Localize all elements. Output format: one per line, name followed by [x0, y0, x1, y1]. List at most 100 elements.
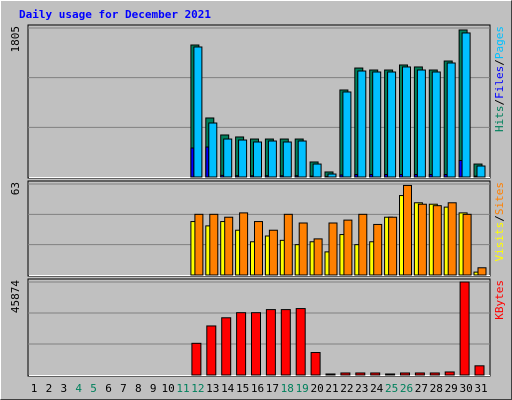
- bar: [194, 213, 204, 276]
- legend-entry: Sites: [493, 182, 506, 215]
- bar: [223, 138, 233, 178]
- bar: [476, 165, 486, 178]
- x-tick-label: 10: [161, 382, 174, 395]
- x-tick-label: 11: [176, 382, 189, 395]
- bar: [191, 342, 202, 376]
- bar: [372, 71, 382, 178]
- bar: [444, 371, 455, 376]
- bar: [283, 213, 293, 276]
- x-tick-label: 15: [236, 382, 249, 395]
- bar: [253, 141, 262, 178]
- x-tick-label: 22: [340, 382, 353, 395]
- x-tick-label: 9: [150, 382, 157, 395]
- bar: [446, 62, 456, 178]
- bar: [297, 140, 307, 178]
- bar: [477, 267, 487, 276]
- x-tick-label: 27: [415, 382, 428, 395]
- x-tick-label: 5: [90, 382, 97, 395]
- bar: [387, 71, 397, 178]
- bar: [429, 372, 440, 376]
- x-tick-label: 23: [355, 382, 368, 395]
- bar: [414, 372, 425, 376]
- bar: [388, 216, 398, 276]
- x-tick-label: 2: [46, 382, 53, 395]
- y-tick-label: 63: [9, 182, 22, 195]
- bar: [461, 32, 471, 178]
- bar: [312, 163, 322, 178]
- bar: [265, 309, 276, 376]
- bar: [462, 213, 472, 276]
- bar: [224, 216, 234, 276]
- bar: [206, 325, 217, 376]
- bar: [474, 365, 485, 376]
- bar: [327, 173, 337, 178]
- legend-entry: Files: [493, 66, 506, 99]
- legend-entry: KBytes: [493, 280, 506, 320]
- bar: [325, 373, 336, 376]
- legend-entry: Pages: [493, 26, 506, 59]
- bar: [238, 139, 248, 178]
- x-tick-label: 16: [251, 382, 264, 395]
- bar: [357, 70, 367, 178]
- x-tick-label: 7: [120, 382, 127, 395]
- bar: [416, 69, 426, 178]
- x-tick-label: 1: [31, 382, 38, 395]
- x-tick-label: 24: [370, 382, 384, 395]
- bar: [280, 309, 291, 376]
- x-tick-label: 19: [296, 382, 309, 395]
- bar: [298, 222, 308, 276]
- bar: [355, 372, 366, 376]
- chart-title: Daily usage for December 2021: [19, 8, 211, 21]
- x-tick-label: 21: [325, 382, 338, 395]
- bar: [342, 91, 352, 178]
- bar: [402, 66, 411, 178]
- x-tick-label: 3: [60, 382, 67, 395]
- bar: [268, 229, 278, 276]
- legend-separator: /: [493, 99, 506, 106]
- legend-entry: Hits: [493, 106, 506, 133]
- x-tick-label: 31: [474, 382, 487, 395]
- bar: [447, 202, 457, 276]
- bar: [208, 122, 218, 178]
- bar: [358, 213, 368, 276]
- bar: [417, 203, 427, 276]
- x-tick-label: 18: [281, 382, 294, 395]
- bar: [209, 213, 219, 276]
- bar: [221, 317, 232, 376]
- y-tick-label: 45874: [9, 280, 22, 313]
- bar: [295, 308, 306, 376]
- bar: [236, 312, 247, 376]
- bar: [193, 46, 203, 178]
- x-tick-label: 26: [400, 382, 413, 395]
- x-tick-label: 17: [266, 382, 279, 395]
- x-tick-label: 28: [430, 382, 443, 395]
- bar: [340, 372, 351, 376]
- x-tick-label: 14: [221, 382, 235, 395]
- bar: [403, 184, 412, 276]
- legend-entry: Visits: [493, 222, 506, 262]
- bar: [459, 281, 470, 376]
- bar: [310, 352, 321, 376]
- bar: [343, 219, 353, 276]
- x-tick-label: 29: [445, 382, 458, 395]
- x-tick-label: 13: [206, 382, 219, 395]
- bar: [373, 223, 383, 276]
- bar: [400, 372, 410, 376]
- bar: [251, 312, 261, 376]
- bar: [385, 373, 396, 376]
- legend: Hits/Files/Pages: [493, 26, 506, 132]
- bar: [239, 212, 249, 276]
- bar: [282, 141, 292, 178]
- bar: [313, 238, 323, 276]
- x-tick-label: 30: [459, 382, 472, 395]
- y-tick-label: 1805: [9, 26, 22, 53]
- bar: [254, 221, 263, 276]
- x-tick-label: 20: [310, 382, 323, 395]
- x-tick-label: 12: [191, 382, 204, 395]
- bar: [267, 140, 277, 178]
- bar: [431, 71, 441, 178]
- legend: KBytes: [493, 280, 506, 320]
- legend-separator: /: [493, 215, 506, 222]
- bar: [370, 372, 381, 376]
